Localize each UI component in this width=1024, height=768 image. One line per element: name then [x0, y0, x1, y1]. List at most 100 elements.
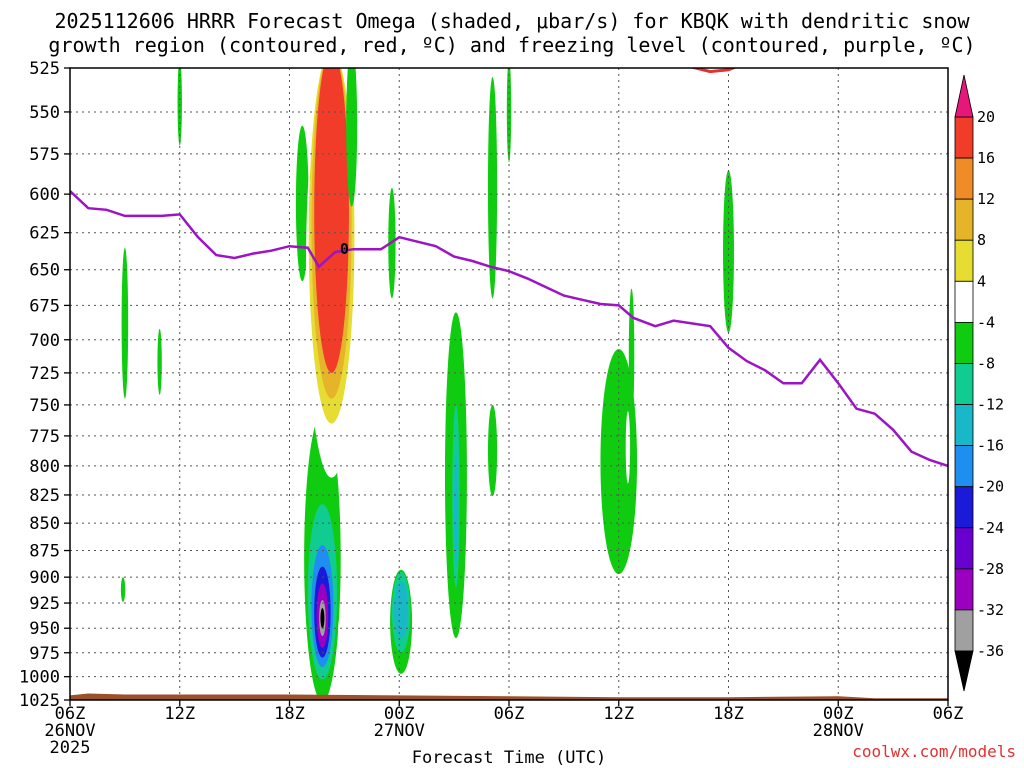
x-tick-label: 06Z [55, 704, 86, 724]
y-tick-label: 550 [29, 103, 60, 123]
colorbar-swatch [954, 280, 974, 323]
y-tick-label: 750 [29, 396, 60, 416]
x-tick-label: 27NOV [374, 721, 425, 741]
omega-blob [100, 68, 113, 324]
omega-blob [188, 511, 208, 658]
omega-blob [600, 349, 638, 574]
y-tick-label: 675 [29, 296, 60, 316]
omega-shading [100, 68, 930, 700]
omega-blob [121, 247, 129, 399]
omega-blob [506, 68, 512, 163]
colorbar-label: -20 [977, 478, 1004, 496]
x-tick-label: 06Z [494, 704, 525, 724]
y-tick-label: 575 [29, 145, 60, 165]
colorbar-swatch [954, 609, 974, 652]
omega-blob [723, 170, 734, 333]
colorbar-swatch [954, 321, 974, 364]
y-tick-label: 725 [29, 364, 60, 384]
y-tick-label: 600 [29, 185, 60, 205]
y-tick-label: 900 [29, 568, 60, 588]
y-tick-label: 825 [29, 486, 60, 506]
colorbar-bottom-arrow [954, 650, 974, 692]
chart-title-line-1: 2025112606 HRRR Forecast Omega (shaded, … [54, 9, 970, 33]
colorbar-label: 20 [977, 108, 995, 126]
omega-blob [320, 608, 325, 629]
x-tick-label: 12Z [603, 704, 634, 724]
colorbar-swatch [954, 198, 974, 241]
x-tick-label: 00Z [823, 704, 854, 724]
y-tick-label: 775 [29, 427, 60, 447]
site-credit: coolwx.com/models [852, 742, 1016, 761]
colorbar-label: -12 [977, 396, 1004, 414]
chart-title-line-2: growth region (contoured, red, ºC) and f… [48, 33, 975, 57]
y-tick-label: 525 [29, 59, 60, 79]
colorbar-swatch [954, 239, 974, 282]
y-tick-label: 625 [29, 224, 60, 244]
colorbar-swatch [954, 568, 974, 611]
grid-lines [70, 68, 948, 700]
omega-blob [453, 454, 458, 567]
colorbar-swatch [954, 445, 974, 488]
freezing-level-line [70, 190, 948, 468]
y-tick-label: 650 [29, 261, 60, 281]
colorbar-label: 12 [977, 190, 995, 208]
colorbar-top-arrow [954, 74, 974, 118]
colorbar-label: -24 [977, 519, 1004, 537]
omega-blob [394, 581, 409, 639]
y-tick-label: 1025 [19, 691, 60, 711]
omega-blob [295, 125, 309, 282]
dgz-contour [689, 68, 738, 74]
omega-blob [138, 421, 148, 591]
x-tick-label: 26NOV [44, 721, 95, 741]
colorbar-label: -16 [977, 437, 1004, 455]
y-tick-label: 950 [29, 619, 60, 639]
colorbar-label: 16 [977, 149, 995, 167]
omega-blob [346, 68, 358, 207]
omega-blob [487, 76, 498, 299]
omega-blob [487, 404, 498, 497]
colorbar-label: -4 [977, 313, 995, 331]
colorbar-label: 8 [977, 231, 986, 249]
colorbar-label: -36 [977, 642, 1004, 660]
colorbar-swatch [954, 404, 974, 447]
colorbar-swatch [954, 486, 974, 529]
freezing-level-label: 0 [340, 240, 349, 258]
colorbar-swatch [954, 116, 974, 159]
colorbar-label: -32 [977, 601, 1004, 619]
y-axis: 525 550 575 600 625 650 675 700 725 750 775 800 825 8… [19, 59, 70, 711]
y-tick-label: 875 [29, 542, 60, 562]
colorbar-label: -28 [977, 560, 1004, 578]
colorbar-swatch [954, 157, 974, 200]
x-tick-label: 2025 [50, 738, 91, 758]
y-tick-label: 850 [29, 514, 60, 534]
omega-blob [138, 68, 152, 163]
omega-blob [177, 68, 182, 146]
y-tick-label: 1000 [19, 668, 60, 688]
x-tick-label: 18Z [713, 704, 744, 724]
colorbar-swatch [954, 363, 974, 405]
omega-blob [337, 608, 351, 658]
plot-area [70, 68, 948, 700]
x-axis-label: Forecast Time (UTC) [412, 748, 606, 768]
omega-blob [120, 577, 126, 603]
y-tick-label: 700 [29, 331, 60, 351]
colorbar-label: -8 [977, 354, 995, 372]
surface-terrain [70, 693, 948, 700]
omega-blob [408, 441, 438, 512]
omega-blob [625, 411, 631, 484]
colorbar: 20 16 12 8 4 -4 -8 -12 -16 -20 -24 -28 -32 -36 [954, 74, 1004, 692]
x-tick-label: 12Z [164, 704, 195, 724]
colorbar-swatch [954, 527, 974, 570]
x-tick-label: 18Z [274, 704, 305, 724]
y-tick-label: 925 [29, 594, 60, 614]
colorbar-label: 4 [977, 272, 986, 290]
omega-blob [885, 489, 930, 673]
omega-blob [628, 288, 635, 422]
omega-blob [174, 418, 182, 472]
omega-blob [157, 328, 162, 395]
x-tick-label: 00Z [384, 704, 415, 724]
x-tick-label: 28NOV [813, 721, 864, 741]
